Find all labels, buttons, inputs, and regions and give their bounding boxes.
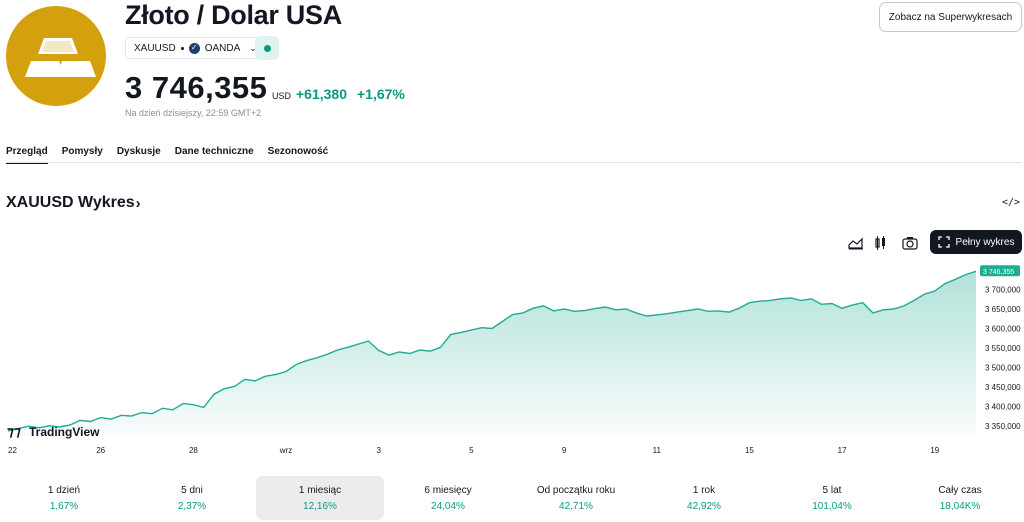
period-label: Cały czas	[938, 484, 982, 496]
period-value: 1,67%	[49, 500, 79, 512]
period-value: 24,04%	[431, 500, 465, 512]
tab-seasonality[interactable]: Sezonowość	[267, 146, 329, 157]
x-tick-label: 19	[930, 446, 939, 455]
exchange-logo-icon: ✓	[188, 42, 200, 54]
chevron-right-icon: ›	[135, 194, 141, 212]
candles-chart-type-icon[interactable]	[869, 232, 891, 254]
period-value: 18,04K%	[939, 500, 981, 512]
period-performance-bar: 1 dzień 1,67% 5 dni 2,37% 1 miesiąc 12,1…	[0, 476, 1024, 520]
separator-dot	[180, 46, 184, 50]
tab-discussions[interactable]: Dyskusje	[116, 146, 161, 157]
price-chart[interactable]: 3 700,000 3 650,000 3 600,000 3 550,000 3 50…	[0, 258, 1024, 458]
area-chart-type-icon[interactable]	[845, 232, 867, 254]
period-ytd[interactable]: Od początku roku 42,71%	[512, 476, 640, 520]
x-tick-label: 5	[469, 446, 474, 455]
x-tick-label: 28	[189, 446, 198, 455]
last-price-label: 3 746,355	[983, 269, 1014, 276]
last-price-tag	[980, 265, 1020, 277]
x-tick-label: 11	[653, 446, 662, 455]
x-tick-label: 17	[838, 446, 847, 455]
y-tick-label: 3 450,000	[985, 383, 1021, 392]
period-label: 6 miesięcy	[424, 484, 472, 496]
period-label: 1 rok	[692, 484, 716, 496]
period-label: Od początku roku	[536, 484, 616, 496]
period-5d[interactable]: 5 dni 2,37%	[128, 476, 256, 520]
x-tick-label: 15	[745, 446, 754, 455]
y-tick-label: 3 500,000	[985, 364, 1021, 373]
exchange-label: OANDA	[204, 42, 241, 54]
x-tick-label: 26	[96, 446, 105, 455]
currency-label: USD	[272, 91, 292, 101]
tab-divider	[6, 162, 1022, 163]
price-change-percent: +1,67%	[357, 86, 405, 102]
price-change: +61,380	[296, 86, 347, 102]
period-6m[interactable]: 6 miesięcy 24,04%	[384, 476, 512, 520]
period-value: 2,37%	[177, 500, 207, 512]
chevron-down-icon: ⌄	[249, 42, 257, 53]
period-label: 5 dni	[181, 484, 203, 496]
current-price: 3 746,355	[125, 70, 268, 105]
camera-snapshot-icon[interactable]	[899, 232, 921, 254]
page-title: Złoto / Dolar USA	[125, 0, 342, 30]
price-timestamp: Na dzień dzisiejszy, 22:59 GMT+2	[125, 108, 262, 118]
y-tick-label: 3 350,000	[985, 422, 1021, 431]
symbol-selector[interactable]: XAUUSD ✓ OANDA ⌄	[125, 37, 266, 59]
gold-bars-icon	[6, 6, 106, 106]
super-chart-button[interactable]: Zobacz na Superwykresach	[879, 2, 1022, 32]
full-chart-button[interactable]: Pełny wykres	[930, 230, 1022, 254]
chart-section-title: XAUUSD Wykres	[6, 194, 135, 211]
x-tick-label: 3	[376, 446, 381, 455]
x-tick-label: 9	[562, 446, 567, 455]
price-area-fill	[8, 271, 976, 436]
svg-text:⁊⁊: ⁊⁊	[7, 423, 21, 439]
y-tick-label: 3 400,000	[985, 403, 1021, 412]
price-series-line	[7, 270, 977, 432]
market-open-dot-icon	[263, 44, 271, 52]
tab-bar: Przegląd Pomysły Dyskusje Dane techniczn…	[6, 146, 329, 164]
price-chart-svg[interactable]: 3 700,000 3 650,000 3 600,000 3 550,000 3 50…	[0, 258, 1024, 458]
y-tick-label: 3 650,000	[985, 305, 1021, 314]
period-label: 1 dzień	[47, 484, 81, 496]
period-value: 101,04%	[812, 500, 852, 512]
code-embed-icon[interactable]: </>	[1002, 197, 1021, 208]
y-tick-label: 3 550,000	[985, 344, 1021, 353]
market-status-badge[interactable]	[255, 36, 279, 60]
tab-ideas[interactable]: Pomysły	[61, 146, 103, 157]
chart-section-link[interactable]: XAUUSD Wykres ›	[6, 194, 141, 212]
full-chart-label: Pełny wykres	[955, 236, 1015, 248]
x-tick-label: wrz	[279, 446, 292, 455]
period-1d[interactable]: 1 dzień 1,67%	[0, 476, 128, 520]
period-label: 1 miesiąc	[298, 484, 342, 496]
tab-technicals[interactable]: Dane techniczne	[174, 146, 254, 157]
y-tick-label: 3 700,000	[985, 285, 1021, 294]
tab-overview[interactable]: Przegląd	[6, 146, 48, 164]
y-tick-label: 3 600,000	[985, 325, 1021, 334]
watermark-label: TradingView	[29, 425, 100, 439]
ticker-label: XAUUSD	[134, 42, 176, 54]
period-1m[interactable]: 1 miesiąc 12,16%	[256, 476, 384, 520]
period-value: 12,16%	[303, 500, 337, 512]
period-all[interactable]: Cały czas 18,04K%	[896, 476, 1024, 520]
period-value: 42,92%	[687, 500, 721, 512]
tradingview-watermark: ⁊⁊ TradingView	[7, 423, 100, 439]
fullscreen-icon	[937, 236, 950, 248]
period-label: 5 lat	[822, 484, 842, 496]
period-1y[interactable]: 1 rok 42,92%	[640, 476, 768, 520]
period-5y[interactable]: 5 lat 101,04%	[768, 476, 896, 520]
period-value: 42,71%	[559, 500, 593, 512]
x-tick-label: 22	[8, 446, 17, 455]
